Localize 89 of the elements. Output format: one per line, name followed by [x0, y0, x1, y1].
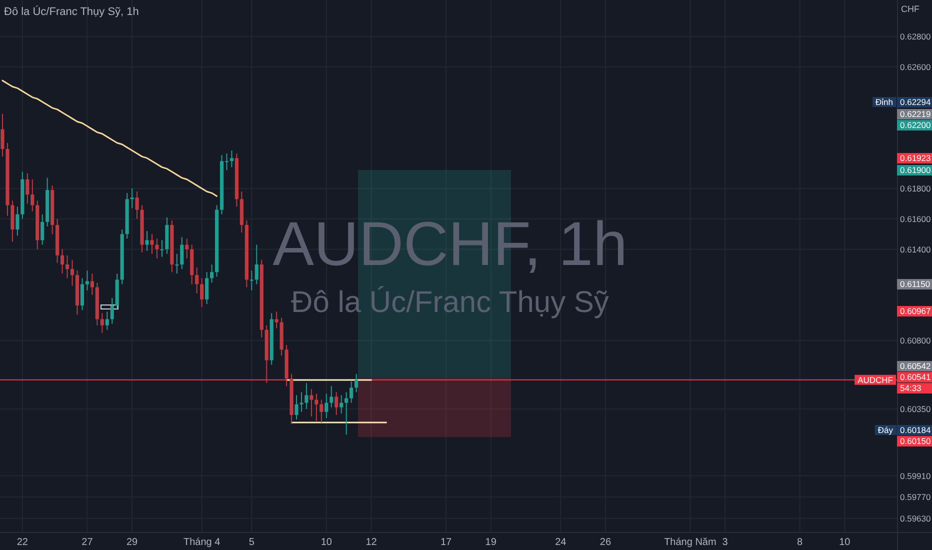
- candlestick: [205, 272, 209, 304]
- candlestick: [160, 240, 164, 258]
- x-tick-label: Tháng 4: [183, 537, 221, 548]
- candlestick: [16, 206, 20, 236]
- x-tick-label: 10: [839, 537, 851, 548]
- candlestick: [180, 236, 184, 270]
- candlestick: [110, 297, 114, 324]
- candlestick: [250, 270, 254, 291]
- text: 0.62219: [900, 109, 931, 119]
- candlestick: [340, 394, 344, 414]
- text: 0.61923: [900, 153, 931, 163]
- x-tick-label: 29: [126, 537, 138, 548]
- x-tick-label: 3: [722, 537, 728, 548]
- y-tick-label: 0.61800: [900, 183, 931, 194]
- text: 0.60967: [900, 306, 931, 316]
- candlestick: [30, 178, 34, 212]
- y-tick-label: 0.62800: [900, 31, 931, 42]
- text: Đô la Úc/Franc Thụy Sỹ, 1h: [4, 5, 139, 18]
- text: 0.60542: [900, 361, 931, 371]
- candlestick: [320, 399, 324, 424]
- text: 0.60184: [900, 425, 931, 435]
- y-tick-label: 0.61400: [900, 244, 931, 254]
- y-axis-title: CHF: [901, 4, 920, 14]
- y-tick-label: 0.62600: [900, 62, 931, 72]
- candlestick: [304, 382, 308, 410]
- candlestick: [195, 267, 199, 294]
- candlestick: [344, 392, 348, 436]
- x-tick-label: Tháng Năm: [664, 537, 716, 548]
- x-tick-label: 27: [82, 537, 94, 548]
- text: 0.60541: [900, 372, 931, 382]
- candlestick: [294, 394, 298, 420]
- annotation: Đô la Úc/Franc Thụy Sỹ: [291, 285, 609, 319]
- candlestick: [300, 392, 304, 412]
- x-tick-label: 17: [440, 537, 452, 548]
- candlestick: [60, 248, 64, 274]
- candlestick: [130, 188, 134, 209]
- candlestick: [254, 244, 258, 285]
- candlestick: [135, 191, 139, 220]
- candlestick: [150, 234, 154, 254]
- candlestick: [70, 259, 74, 286]
- candlestick: [175, 253, 179, 274]
- candlestick: [80, 278, 84, 311]
- candlestick: [354, 373, 358, 393]
- candlestick: [310, 388, 314, 417]
- y-tick-label: 0.59770: [900, 492, 931, 502]
- text: 0.60150: [900, 436, 931, 446]
- candlestick: [314, 393, 318, 422]
- text: 54:33: [900, 383, 922, 393]
- y-tick-label: 0.59910: [900, 470, 931, 481]
- y-tick-label: 0.59630: [900, 513, 931, 524]
- text: 0.62200: [900, 120, 931, 130]
- candlestick: [65, 254, 70, 279]
- annotation: Đáy: [878, 425, 894, 435]
- x-tick-label: 10: [320, 537, 332, 548]
- y-tick-label: 0.60350: [900, 404, 931, 414]
- candlestick: [185, 238, 189, 259]
- candlestick: [105, 311, 109, 330]
- x-tick-label: 19: [485, 537, 497, 548]
- candlestick: [90, 273, 94, 296]
- x-tick-label: 12: [366, 537, 378, 548]
- candlestick: [40, 214, 44, 246]
- candlestick: [26, 172, 30, 204]
- ref-line-label: AUDCHF: [858, 374, 893, 385]
- candlestick: [145, 230, 149, 252]
- candlestick: [0, 114, 4, 158]
- candlestick: [155, 238, 159, 259]
- text: 0.61150: [900, 279, 930, 289]
- y-tick-label: 0.60800: [900, 335, 931, 346]
- candlestick: [85, 270, 90, 291]
- candlestick: [274, 311, 278, 329]
- candlestick: [324, 393, 328, 418]
- x-tick-label: 24: [555, 537, 567, 548]
- line-series: [2, 80, 218, 197]
- annotation: Đỉnh: [876, 97, 894, 107]
- y-tick-label: 0.61600: [900, 214, 931, 224]
- candlestick: [334, 392, 338, 416]
- candlestick: [210, 264, 214, 284]
- x-tick-label: 22: [16, 537, 28, 548]
- candlestick: [230, 150, 234, 168]
- annotation: AUDCHF, 1h: [272, 210, 628, 279]
- text: 0.61900: [900, 165, 931, 175]
- x-tick-label: 5: [248, 537, 255, 548]
- candlestick: [100, 312, 104, 334]
- x-tick-label: 26: [600, 537, 612, 548]
- x-tick-label: 8: [797, 537, 804, 548]
- candlestick: [350, 381, 354, 404]
- candlestick: [200, 278, 204, 308]
- text: 0.62294: [900, 97, 931, 107]
- candlestick: [330, 386, 334, 408]
